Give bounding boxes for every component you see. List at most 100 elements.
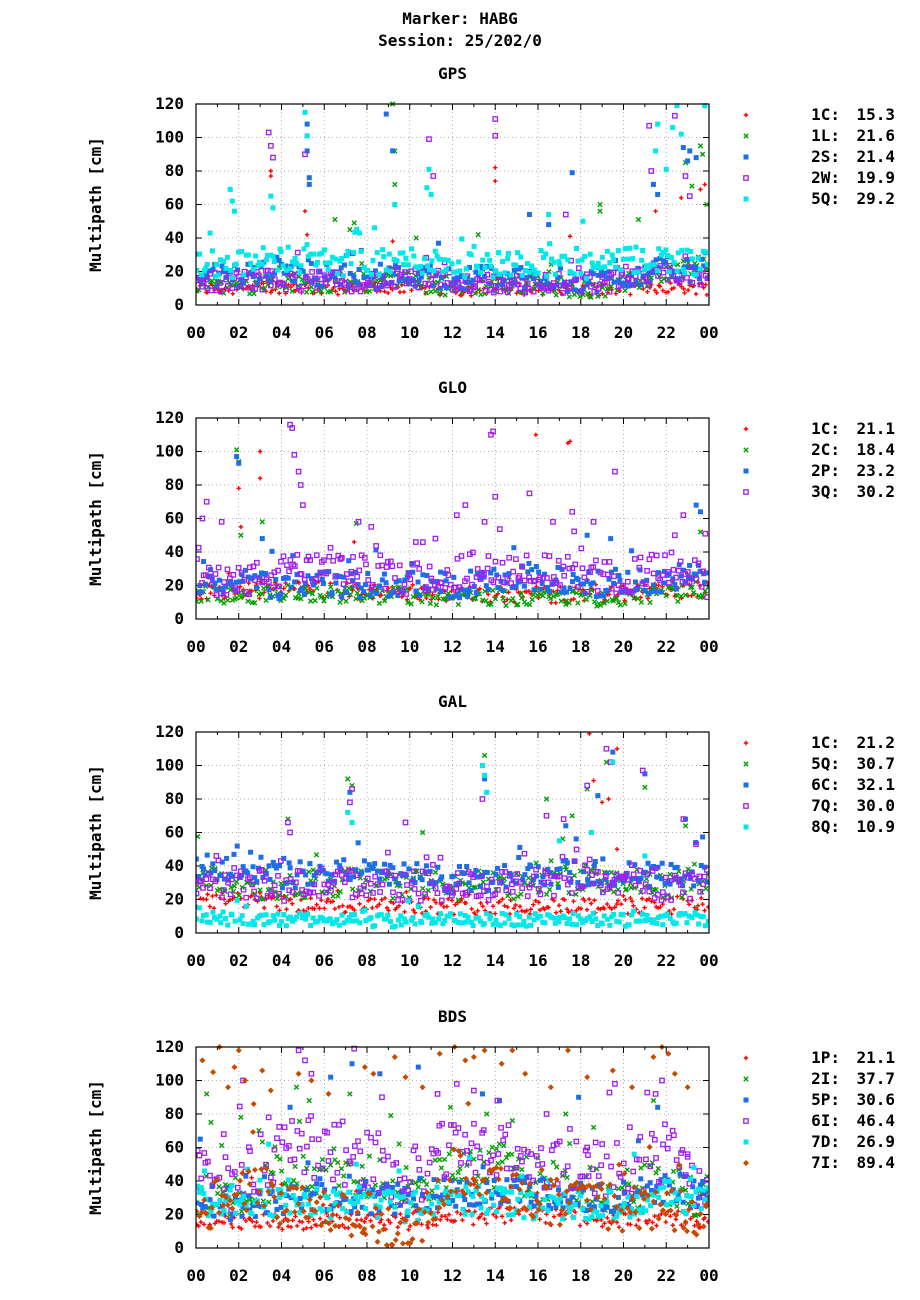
data-point: [503, 887, 510, 894]
data-point: [283, 592, 289, 598]
data-point: [203, 912, 209, 918]
data-point: [340, 903, 345, 908]
data-point: [308, 1113, 314, 1119]
data-point: [547, 588, 553, 594]
data-point: [466, 1208, 472, 1214]
data-point: [622, 1189, 628, 1195]
data-point: [687, 264, 693, 271]
data-point: [667, 262, 673, 269]
data-point: [473, 867, 479, 873]
data-point: [395, 917, 401, 923]
data-point: [621, 1190, 628, 1196]
data-point: [530, 276, 536, 282]
data-point: [363, 582, 369, 588]
data-point: [321, 598, 327, 604]
data-point: [665, 289, 671, 295]
data-point: [234, 454, 240, 460]
data-point: [644, 1183, 650, 1189]
data-point: [637, 918, 643, 924]
data-point: [482, 288, 489, 294]
data-point: [347, 877, 353, 883]
data-point: [546, 222, 552, 228]
data-point: [343, 909, 348, 915]
data-point: [603, 1153, 610, 1160]
data-point: [573, 590, 580, 596]
data-point: [370, 890, 376, 896]
data-point: [332, 278, 339, 284]
data-point: [240, 1204, 246, 1210]
data-point: [443, 578, 449, 584]
data-point: [655, 273, 661, 279]
data-point: [434, 890, 441, 897]
x-tick-label: 22: [657, 637, 676, 656]
data-point: [245, 921, 251, 927]
data-point: [526, 914, 532, 920]
data-point: [645, 860, 651, 866]
data-point: [484, 1210, 490, 1216]
data-point: [224, 855, 230, 861]
data-point: [543, 891, 550, 897]
data-point: [304, 121, 310, 127]
data-point: [288, 284, 294, 290]
data-point: [204, 852, 210, 858]
data-point: [214, 892, 219, 898]
data-point: [395, 1181, 401, 1187]
data-point: [570, 572, 576, 578]
data-point: [503, 1165, 510, 1172]
data-point: [645, 270, 651, 276]
data-point: [410, 277, 416, 283]
data-point: [499, 910, 505, 916]
data-point: [560, 290, 566, 296]
data-point: [266, 587, 272, 593]
plot-area: [196, 421, 709, 609]
data-point: [528, 263, 534, 269]
data-point: [250, 1203, 256, 1209]
data-point: [291, 1156, 298, 1163]
data-point: [470, 1193, 476, 1199]
data-point: [266, 276, 272, 282]
data-point: [277, 1156, 283, 1162]
data-point: [578, 288, 585, 295]
data-point: [311, 881, 318, 888]
data-point: [339, 912, 345, 918]
data-point: [704, 1176, 709, 1183]
data-point: [475, 231, 481, 238]
data-point: [456, 880, 463, 887]
data-point: [465, 593, 471, 599]
data-point: [623, 1211, 628, 1217]
data-point: [257, 890, 263, 896]
x-tick-label: 14: [486, 951, 505, 970]
y-tick-label: 80: [165, 789, 184, 808]
data-point: [292, 278, 298, 284]
data-point: [484, 1221, 489, 1226]
data-point: [335, 893, 341, 899]
data-point: [309, 1136, 315, 1142]
data-point: [297, 868, 303, 874]
data-point: [524, 893, 531, 899]
data-point: [508, 872, 514, 878]
data-point: [294, 552, 301, 558]
data-point: [267, 143, 274, 149]
data-point: [479, 873, 485, 879]
x-tick-label: 00: [186, 637, 205, 656]
data-point: [705, 584, 709, 591]
data-point: [488, 601, 494, 607]
data-point: [593, 594, 599, 600]
data-point: [479, 796, 486, 802]
data-point: [256, 276, 262, 282]
data-point: [567, 234, 573, 239]
data-point: [435, 240, 441, 246]
data-point: [249, 1211, 255, 1217]
data-point: [500, 281, 506, 287]
data-point: [743, 803, 749, 809]
data-point: [604, 248, 610, 254]
data-point: [546, 553, 553, 559]
data-point: [338, 868, 344, 874]
data-point: [365, 570, 371, 576]
data-point: [410, 1211, 416, 1216]
data-point: [265, 1114, 272, 1121]
data-point: [645, 289, 650, 295]
data-point: [243, 1202, 249, 1208]
data-point: [635, 1188, 641, 1194]
data-point: [524, 275, 530, 281]
